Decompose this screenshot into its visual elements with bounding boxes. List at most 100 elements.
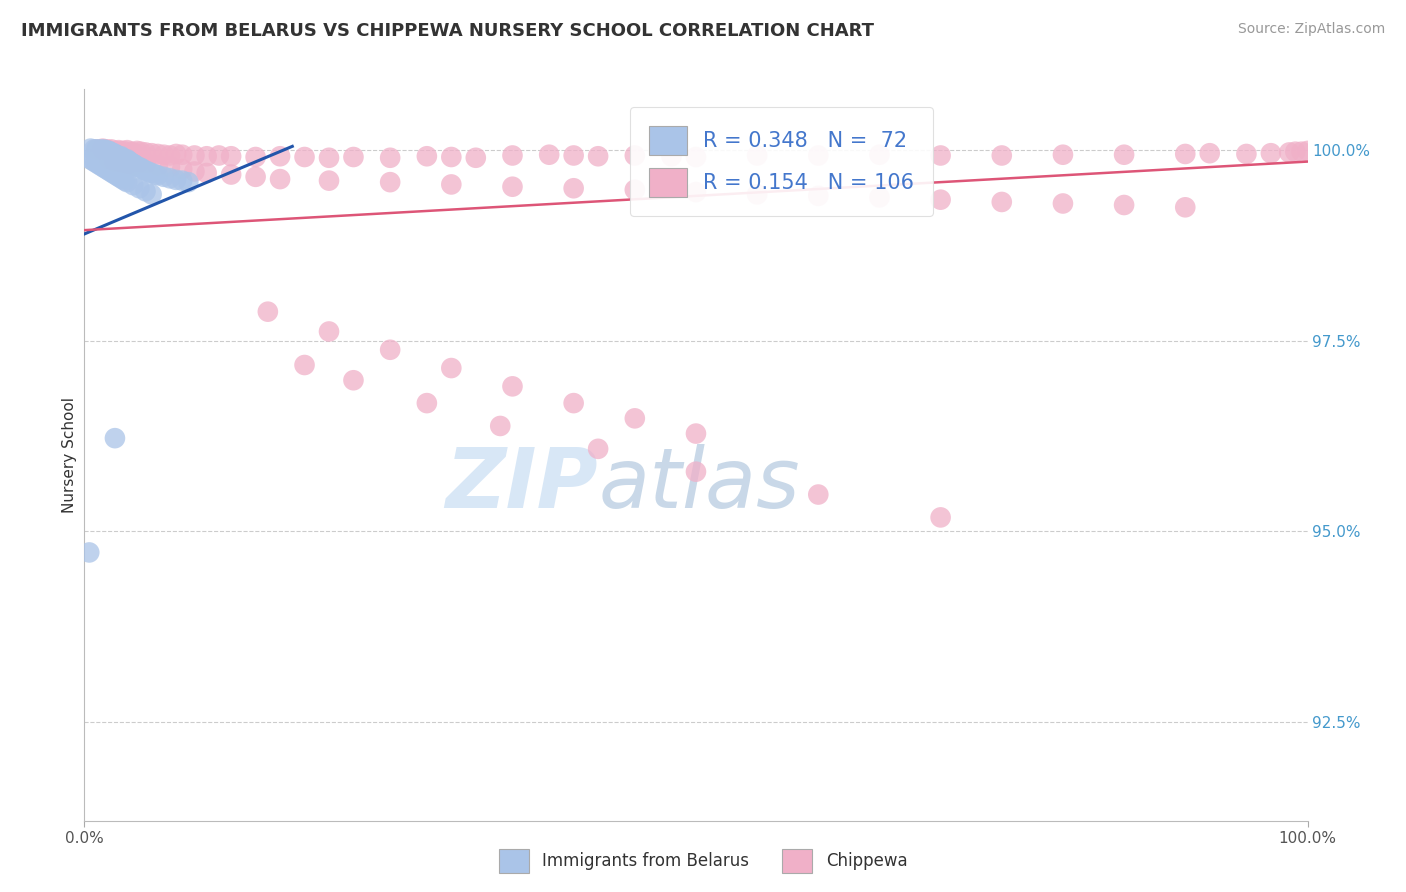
Point bbox=[869, 190, 891, 204]
Point bbox=[747, 148, 769, 162]
Point bbox=[1236, 147, 1258, 161]
Point bbox=[111, 151, 134, 165]
Point bbox=[807, 189, 830, 203]
Point bbox=[195, 149, 218, 163]
Point bbox=[502, 179, 524, 194]
Point bbox=[183, 148, 205, 162]
Point bbox=[86, 142, 108, 156]
Point bbox=[318, 174, 340, 188]
Point bbox=[114, 174, 136, 188]
Point bbox=[110, 155, 132, 169]
Point bbox=[98, 164, 121, 178]
Point bbox=[177, 175, 200, 189]
Point bbox=[115, 153, 138, 167]
Point bbox=[105, 148, 128, 162]
Point bbox=[586, 149, 609, 163]
Point bbox=[108, 170, 131, 185]
Point bbox=[380, 343, 402, 357]
Point bbox=[1260, 146, 1282, 161]
Point bbox=[120, 145, 142, 159]
Point bbox=[624, 411, 647, 425]
Point bbox=[135, 145, 157, 160]
Point bbox=[219, 149, 242, 163]
Point bbox=[159, 171, 181, 186]
Point bbox=[122, 157, 145, 171]
Point bbox=[122, 158, 145, 172]
Point bbox=[685, 465, 707, 479]
Point bbox=[991, 194, 1014, 209]
Point bbox=[685, 426, 707, 441]
Text: Source: ZipAtlas.com: Source: ZipAtlas.com bbox=[1237, 22, 1385, 37]
Point bbox=[87, 143, 110, 157]
Point bbox=[112, 152, 135, 166]
Point bbox=[1291, 145, 1313, 159]
Point bbox=[125, 144, 148, 158]
Point bbox=[135, 184, 157, 198]
Point bbox=[153, 169, 176, 184]
Point bbox=[747, 187, 769, 202]
Point bbox=[101, 166, 124, 180]
Point bbox=[120, 155, 142, 169]
Text: ZIP: ZIP bbox=[446, 443, 598, 524]
Text: IMMIGRANTS FROM BELARUS VS CHIPPEWA NURSERY SCHOOL CORRELATION CHART: IMMIGRANTS FROM BELARUS VS CHIPPEWA NURS… bbox=[21, 22, 875, 40]
Point bbox=[127, 160, 149, 174]
Point bbox=[146, 169, 169, 183]
Point bbox=[195, 166, 218, 180]
Point bbox=[141, 187, 163, 202]
Point bbox=[1114, 147, 1136, 161]
Point bbox=[416, 396, 439, 410]
Point bbox=[165, 173, 187, 187]
Point bbox=[97, 145, 120, 160]
Point bbox=[117, 153, 139, 168]
Point bbox=[172, 174, 194, 188]
Point bbox=[141, 146, 163, 161]
Point bbox=[129, 145, 152, 159]
Point bbox=[110, 145, 132, 159]
Point bbox=[245, 150, 267, 164]
Point bbox=[624, 148, 647, 162]
Point bbox=[87, 157, 110, 171]
Point bbox=[135, 163, 157, 178]
Point bbox=[416, 149, 439, 163]
Point bbox=[1174, 147, 1197, 161]
Point bbox=[124, 158, 146, 172]
Point bbox=[104, 168, 127, 182]
Point bbox=[562, 148, 585, 162]
Point bbox=[97, 145, 120, 159]
Point bbox=[96, 144, 118, 158]
Point bbox=[1284, 145, 1306, 159]
Y-axis label: Nursery School: Nursery School bbox=[62, 397, 77, 513]
Point bbox=[208, 148, 231, 162]
Point bbox=[104, 431, 127, 445]
Point bbox=[86, 142, 108, 156]
Point bbox=[1198, 146, 1220, 161]
Point bbox=[464, 151, 486, 165]
Point bbox=[91, 142, 114, 156]
Point bbox=[991, 148, 1014, 162]
Point bbox=[115, 157, 138, 171]
Point bbox=[183, 164, 205, 178]
Point bbox=[141, 166, 163, 180]
Point bbox=[107, 143, 129, 157]
Point bbox=[269, 172, 291, 186]
Point bbox=[143, 168, 166, 182]
Point bbox=[1114, 198, 1136, 212]
Point bbox=[172, 162, 194, 177]
Point bbox=[111, 172, 134, 186]
Point bbox=[502, 379, 524, 393]
Point bbox=[165, 147, 187, 161]
Point bbox=[586, 442, 609, 456]
Point bbox=[112, 144, 135, 158]
Point bbox=[86, 144, 108, 158]
Point bbox=[1052, 196, 1074, 211]
Point bbox=[440, 178, 463, 192]
Point bbox=[79, 142, 101, 156]
Point bbox=[624, 183, 647, 197]
Point bbox=[122, 145, 145, 160]
Point bbox=[97, 163, 120, 178]
Point bbox=[110, 149, 132, 163]
Point bbox=[219, 168, 242, 182]
Point bbox=[440, 361, 463, 376]
Point bbox=[110, 151, 132, 165]
Point bbox=[929, 510, 952, 524]
